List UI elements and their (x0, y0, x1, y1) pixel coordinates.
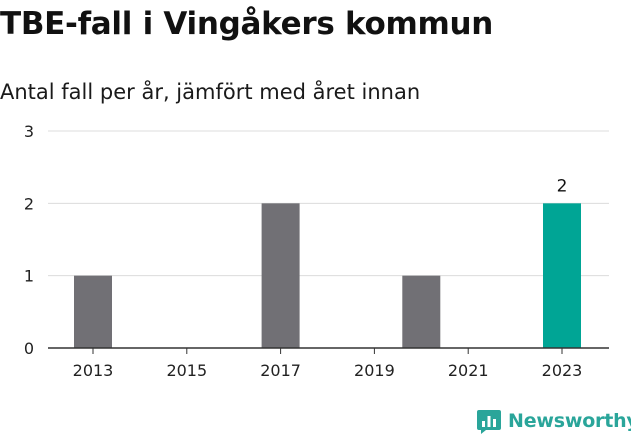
x-tick-label: 2017 (260, 361, 301, 380)
x-tick-label: 2013 (73, 361, 114, 380)
y-tick-label: 0 (24, 339, 34, 358)
bar (402, 275, 441, 348)
y-tick-label: 3 (24, 122, 34, 141)
y-tick-label: 2 (24, 194, 34, 213)
bar (261, 203, 300, 348)
data-label: 2 (557, 176, 568, 196)
x-tick-label: 2023 (542, 361, 583, 380)
newsworthy-logo-icon (477, 410, 501, 434)
chart-title: TBE-fall i Vingåkers kommun (0, 6, 494, 42)
bar (74, 275, 112, 348)
x-tick-label: 2019 (354, 361, 395, 380)
newsworthy-logo: Newsworthy (476, 408, 631, 434)
chart-subtitle: Antal fall per år, jämfört med året inna… (0, 80, 421, 104)
logo-text: Newsworthy (508, 410, 631, 432)
x-tick-label: 2021 (448, 361, 489, 380)
y-tick-label: 1 (24, 267, 34, 286)
x-tick-label: 2015 (166, 361, 207, 380)
bar (543, 203, 581, 348)
